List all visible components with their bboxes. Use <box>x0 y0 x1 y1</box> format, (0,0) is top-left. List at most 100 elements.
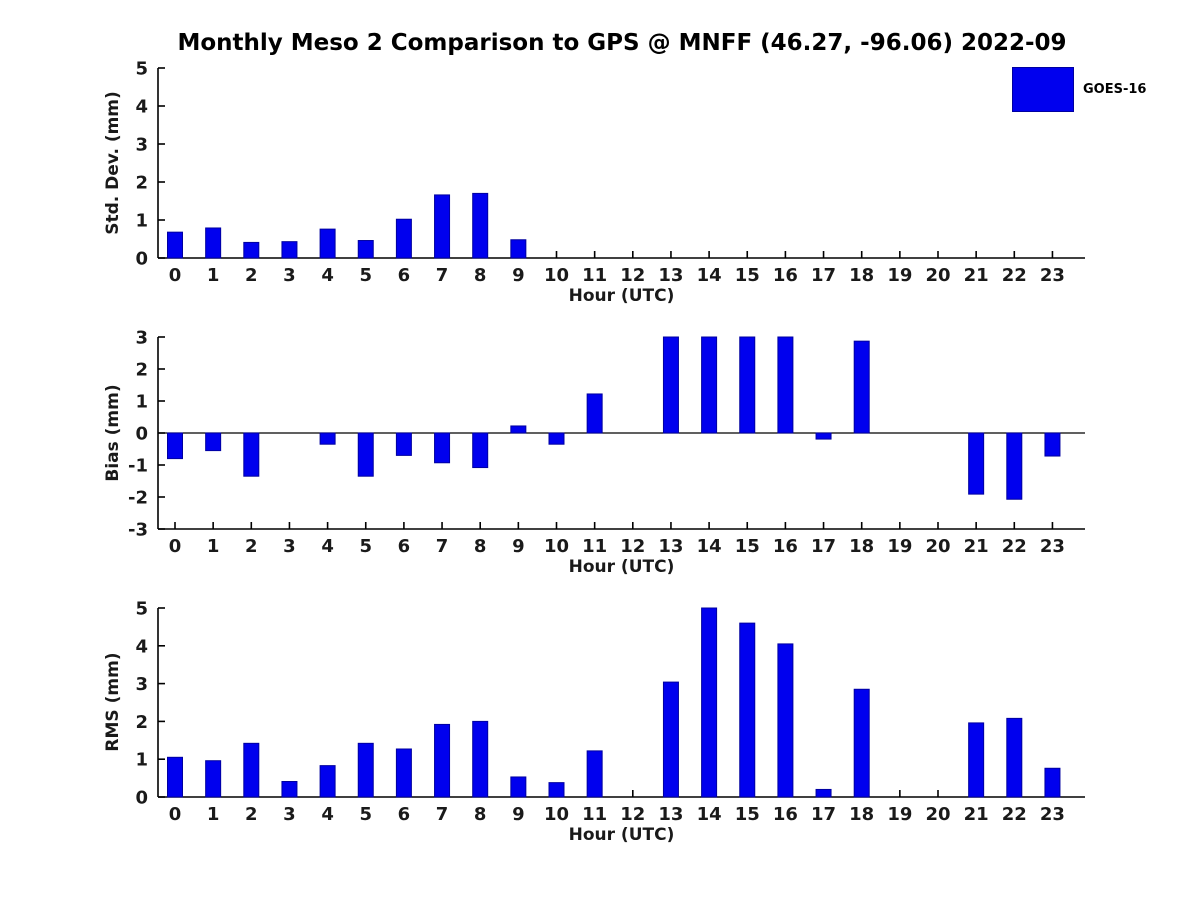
x-tick-label-bias: 3 <box>283 536 296 557</box>
x-tick-label-bias: 0 <box>169 536 182 557</box>
x-tick-label-rms: 22 <box>1002 804 1027 825</box>
y-tick-label-std-dev: 0 <box>135 249 148 270</box>
x-tick-label-rms: 0 <box>169 804 182 825</box>
x-tick-label-rms: 23 <box>1040 804 1065 825</box>
xlabel-hour-utc-1: Hour (UTC) <box>568 286 675 306</box>
bar-std-dev-h7 <box>434 194 451 259</box>
x-tick-label-std-dev: 2 <box>245 265 258 286</box>
y-tick-label-std-dev: 5 <box>135 59 148 80</box>
x-tick-label-rms: 5 <box>359 804 372 825</box>
x-tick-label-bias: 16 <box>773 536 798 557</box>
x-tick-label-std-dev: 9 <box>512 265 525 286</box>
bar-bias-h13 <box>662 336 679 434</box>
y-tick-label-std-dev: 1 <box>135 211 148 232</box>
x-tick-label-bias: 12 <box>620 536 645 557</box>
bar-bias-h9 <box>510 425 527 434</box>
x-tick-label-std-dev: 4 <box>321 265 334 286</box>
legend-swatch-goes-16 <box>1012 67 1074 112</box>
bar-bias-h1 <box>205 432 222 452</box>
y-tick-label-std-dev: 4 <box>135 97 148 118</box>
bar-rms-h8 <box>472 720 489 798</box>
y-tick-label-bias: 0 <box>135 424 148 445</box>
x-tick-label-std-dev: 10 <box>544 265 569 286</box>
y-tick-label-std-dev: 2 <box>135 173 148 194</box>
x-tick-label-std-dev: 12 <box>620 265 645 286</box>
x-tick-label-rms: 2 <box>245 804 258 825</box>
bar-rms-h23 <box>1044 767 1061 798</box>
y-tick-label-bias: -2 <box>128 488 148 509</box>
bar-bias-h6 <box>395 432 412 456</box>
x-tick-label-rms: 11 <box>582 804 607 825</box>
bar-bias-h10 <box>548 432 565 445</box>
bar-rms-h1 <box>205 760 222 798</box>
bar-rms-h3 <box>281 781 298 798</box>
x-tick-label-rms: 12 <box>620 804 645 825</box>
y-tick-label-rms: 3 <box>135 674 148 695</box>
bar-std-dev-h4 <box>319 228 336 259</box>
x-tick-label-rms: 9 <box>512 804 525 825</box>
x-tick-label-std-dev: 22 <box>1002 265 1027 286</box>
x-tick-label-bias: 1 <box>207 536 220 557</box>
x-tick-label-std-dev: 5 <box>359 265 372 286</box>
bar-rms-h13 <box>662 681 679 798</box>
y-tick-label-bias: 3 <box>135 328 148 349</box>
bar-rms-h2 <box>243 742 260 798</box>
bar-bias-h17 <box>815 432 832 440</box>
y-tick-label-bias: 2 <box>135 360 148 381</box>
y-tick-label-rms: 0 <box>135 788 148 809</box>
x-tick-label-rms: 13 <box>658 804 683 825</box>
x-tick-label-std-dev: 7 <box>436 265 449 286</box>
bar-bias-h16 <box>777 336 794 434</box>
x-tick-label-bias: 11 <box>582 536 607 557</box>
xlabel-hour-utc-2: Hour (UTC) <box>568 557 675 577</box>
x-tick-label-bias: 22 <box>1002 536 1027 557</box>
bar-bias-h11 <box>586 393 603 434</box>
legend-label: GOES-16 <box>1083 82 1147 97</box>
bar-rms-h7 <box>434 723 451 798</box>
bar-rms-h6 <box>395 748 412 798</box>
x-tick-label-rms: 20 <box>925 804 950 825</box>
bar-bias-h5 <box>357 432 374 477</box>
bar-bias-h14 <box>701 336 718 434</box>
bar-std-dev-h5 <box>357 240 374 259</box>
y-tick-label-rms: 1 <box>135 750 148 771</box>
x-tick-label-bias: 6 <box>398 536 411 557</box>
y-tick-label-std-dev: 3 <box>135 135 148 156</box>
x-tick-label-rms: 17 <box>811 804 836 825</box>
bar-rms-h17 <box>815 788 832 798</box>
x-tick-label-std-dev: 18 <box>849 265 874 286</box>
x-tick-label-std-dev: 11 <box>582 265 607 286</box>
y-tick-label-bias: 1 <box>135 392 148 413</box>
bar-bias-h18 <box>853 340 870 434</box>
xlabel-hour-utc-3: Hour (UTC) <box>568 825 675 845</box>
chart-title: Monthly Meso 2 Comparison to GPS @ MNFF … <box>177 30 1067 56</box>
x-tick-label-std-dev: 17 <box>811 265 836 286</box>
ylabel-std-dev: Std. Dev. (mm) <box>103 91 123 235</box>
bar-rms-h18 <box>853 688 870 798</box>
x-tick-label-rms: 4 <box>321 804 334 825</box>
bar-rms-h16 <box>777 643 794 798</box>
x-tick-label-rms: 19 <box>887 804 912 825</box>
bar-std-dev-h9 <box>510 239 527 259</box>
x-tick-label-std-dev: 6 <box>398 265 411 286</box>
bar-rms-h10 <box>548 782 565 798</box>
x-tick-label-std-dev: 19 <box>887 265 912 286</box>
bar-rms-h21 <box>968 722 985 798</box>
y-tick-label-rms: 2 <box>135 712 148 733</box>
bar-bias-h22 <box>1006 432 1023 500</box>
bar-bias-h0 <box>167 432 183 460</box>
x-tick-label-std-dev: 20 <box>925 265 950 286</box>
x-tick-label-bias: 15 <box>735 536 760 557</box>
y-tick-label-bias: -1 <box>128 456 148 477</box>
x-tick-label-rms: 10 <box>544 804 569 825</box>
bar-std-dev-h0 <box>167 231 183 259</box>
ylabel-bias: Bias (mm) <box>103 384 123 482</box>
bar-rms-h22 <box>1006 717 1023 798</box>
bar-rms-h0 <box>167 756 183 798</box>
x-tick-label-bias: 19 <box>887 536 912 557</box>
x-tick-label-bias: 21 <box>964 536 989 557</box>
bar-std-dev-h1 <box>205 227 222 259</box>
